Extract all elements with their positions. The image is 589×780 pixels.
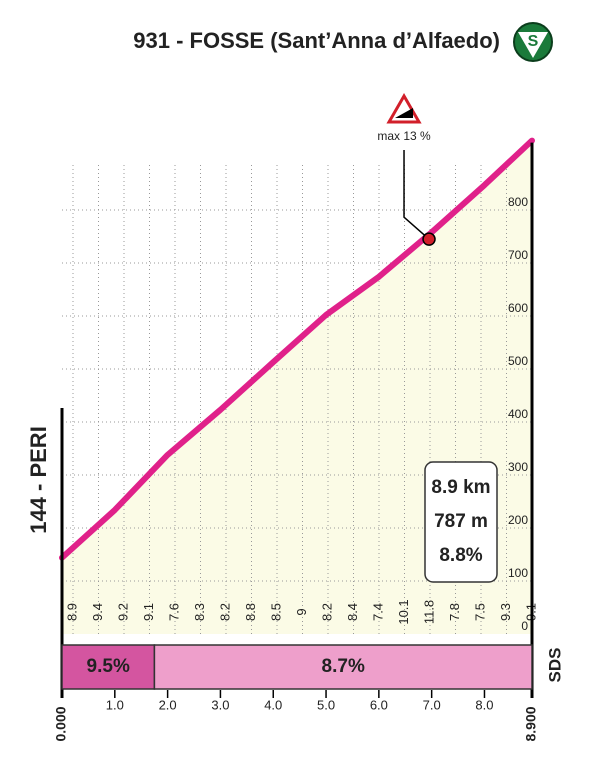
x-tick-label: 5.0 (317, 697, 335, 712)
chart-title: 931 - FOSSE (Sant’Anna d’Alfaedo) (133, 28, 500, 53)
x-tick-label: 8.0 (475, 697, 493, 712)
grade-label: 9.2 (115, 603, 130, 621)
x-tick-label: 2.0 (159, 697, 177, 712)
y-tick-label: 400 (508, 407, 528, 421)
marker-leader (403, 150, 430, 240)
y-tick-label: 800 (508, 195, 528, 209)
grade-label: 11.8 (421, 600, 436, 624)
summary-text: 787 m (434, 511, 488, 532)
grade-label: 7.4 (370, 603, 385, 621)
summary-box (424, 461, 498, 583)
grade-label: 8.8 (243, 603, 258, 621)
x-tick-label: 6.0 (370, 697, 388, 712)
x-tick-label: 4.0 (264, 697, 282, 712)
grade-label: 8.9 (64, 603, 79, 621)
warning-slope (395, 108, 414, 118)
y-tick-label: 300 (508, 460, 528, 474)
y-tick-label: 0 (521, 619, 528, 633)
area-fill (62, 140, 532, 634)
segment-label: 9.5% (87, 656, 130, 677)
grade-label: 9.4 (90, 603, 105, 621)
grade-label: 9.3 (498, 603, 513, 621)
max-label: max 13 % (377, 129, 431, 143)
y-tick-label: 200 (508, 513, 528, 527)
elevation-line (59, 137, 535, 561)
brand: SDS (545, 648, 564, 683)
x-tick-label: 3.0 (211, 697, 229, 712)
grade-label: 9 (294, 608, 309, 615)
summary-text: 8.9 km (431, 477, 490, 498)
x-tick-label: 8.900 (523, 706, 539, 741)
y-tick-label: 100 (508, 566, 528, 580)
max-marker (422, 232, 436, 246)
y-tick-label: 700 (508, 248, 528, 262)
y-tick-label: 500 (508, 354, 528, 368)
grade-label: 8.4 (345, 603, 360, 621)
grade-label: 8.2 (319, 603, 334, 621)
grade-label: 7.8 (447, 603, 462, 621)
grade-label: 8.2 (217, 603, 232, 621)
start-label: 144 - PERI (26, 426, 51, 534)
grade-label: 8.5 (268, 603, 283, 621)
y-tick-label: 600 (508, 301, 528, 315)
x-tick-label: 7.0 (423, 697, 441, 712)
icon-shape (518, 32, 548, 58)
grade-label: 10.1 (396, 599, 411, 624)
x-tick-label: 0.000 (53, 706, 69, 741)
segment-bar (153, 644, 533, 690)
grade-label: 7.5 (472, 603, 487, 621)
segment-label: 8.7% (322, 656, 365, 677)
grade-label: 9.1 (141, 603, 156, 621)
grade-label: 8.3 (192, 603, 207, 621)
warning-sign (386, 92, 422, 124)
x-tick-label: 1.0 (106, 697, 124, 712)
icon-text: S (528, 33, 539, 50)
grade-label: 7.6 (166, 603, 181, 621)
summary-text: 8.8% (439, 545, 482, 566)
